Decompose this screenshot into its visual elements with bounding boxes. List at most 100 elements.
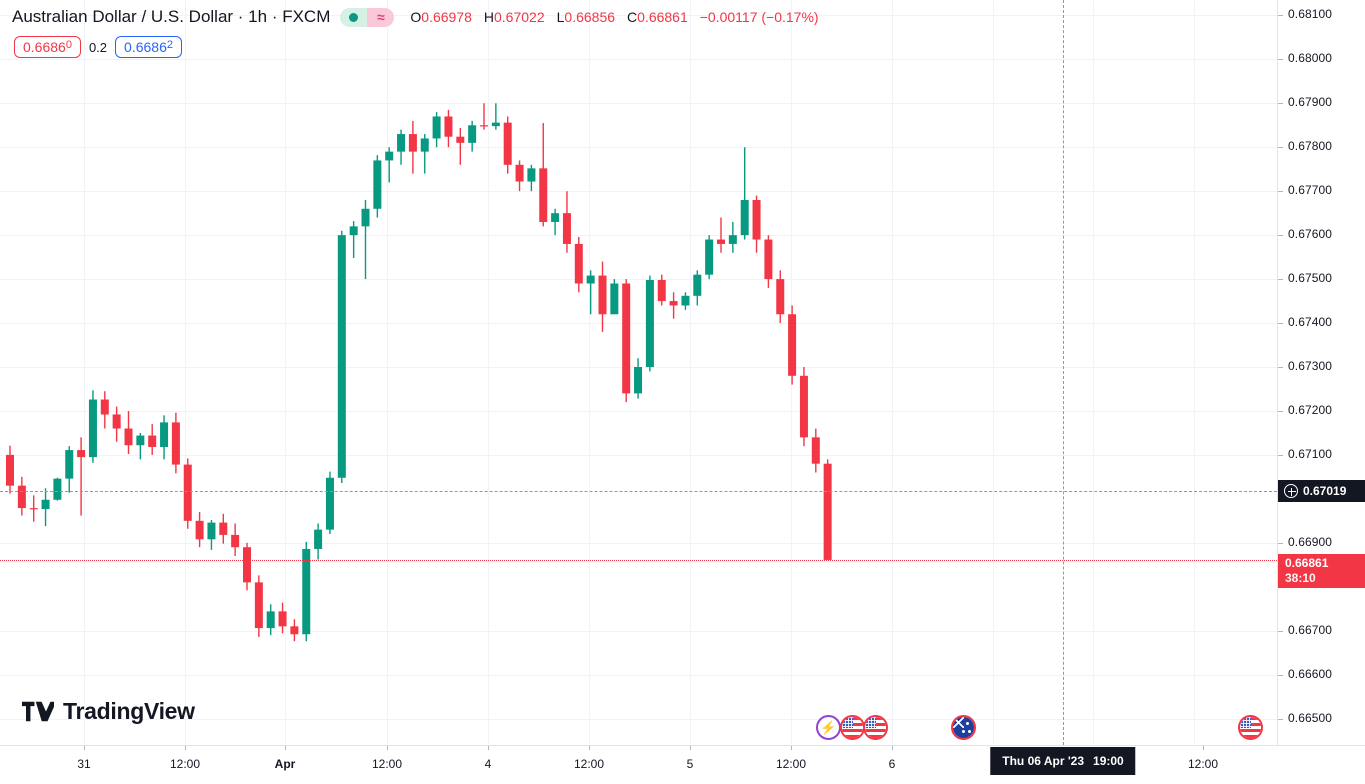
us-flag-icon[interactable]: [863, 715, 888, 740]
bid-price-box[interactable]: 0.66860: [14, 36, 81, 58]
price-tick-mark: [1278, 719, 1283, 720]
candle-body: [349, 226, 358, 236]
ohlc-close: C0.66861: [627, 9, 688, 25]
bid-price-main: 0.6686: [23, 39, 66, 55]
time-tick-label: 6: [888, 757, 896, 771]
price-tick-label: 0.67300: [1288, 359, 1333, 373]
time-tick-label: 5: [686, 757, 694, 771]
candle-body: [740, 199, 749, 236]
gridline-vertical: [1194, 0, 1195, 745]
us-flag-icon[interactable]: [1238, 715, 1263, 740]
candle-body: [183, 464, 192, 521]
price-tick-label: 0.67100: [1288, 446, 1333, 461]
bar-countdown: 38:10: [1285, 570, 1316, 585]
candle-body: [195, 520, 204, 540]
time-tick-mark: [589, 746, 590, 750]
candle-body: [468, 125, 477, 143]
gridline-horizontal: [0, 411, 1277, 412]
candle-body: [586, 275, 595, 284]
ask-price-box[interactable]: 0.66862: [115, 36, 182, 58]
gridline-horizontal: [0, 15, 1277, 16]
gridline-horizontal: [0, 719, 1277, 720]
symbol-title[interactable]: Australian Dollar / U.S. Dollar · 1h · F…: [12, 7, 331, 26]
candle-body: [231, 534, 240, 548]
candle-body: [100, 399, 109, 415]
time-tick-mark: [488, 746, 489, 750]
last-price-label: 0.66861 38:10: [1278, 553, 1365, 588]
lightning-bolt-icon[interactable]: ⚡: [816, 715, 841, 740]
time-tick-mark: [387, 746, 388, 750]
tradingview-logo-icon: [22, 701, 54, 722]
au-flag-icon[interactable]: [951, 715, 976, 740]
candle-body: [420, 138, 429, 152]
candle-body: [539, 168, 548, 222]
price-tick-label: 0.68000: [1288, 51, 1333, 66]
candle-body: [361, 208, 370, 227]
price-tick-mark: [1278, 367, 1283, 368]
symbol-legend-row: Australian Dollar / U.S. Dollar · 1h · F…: [12, 4, 819, 30]
chart-legend: Australian Dollar / U.S. Dollar · 1h · F…: [12, 4, 819, 58]
candle-body: [823, 463, 832, 560]
bid-ask-indicator-row: 0.66860 0.2 0.66862: [14, 36, 819, 58]
candle-body: [705, 239, 714, 275]
time-tick-label: Apr: [274, 757, 296, 771]
price-tick-label: 0.66600: [1288, 666, 1333, 681]
last-price-line: [0, 559, 1277, 561]
price-tick-label: 0.67900: [1288, 95, 1333, 110]
approx-data-icon: ≈: [367, 7, 395, 27]
chart-plot-area[interactable]: [0, 0, 1277, 745]
candle-body: [491, 122, 500, 127]
gridline-horizontal: [0, 191, 1277, 192]
gridline-horizontal: [0, 103, 1277, 104]
candle-body: [243, 547, 251, 583]
candle-body: [397, 134, 406, 152]
price-tick-mark: [1278, 631, 1283, 632]
price-tick-label: 0.68100: [1288, 7, 1333, 22]
ohlc-values: O0.66978 H0.67022 L0.66856 C0.66861 −0.0…: [410, 9, 818, 25]
candle-body: [266, 611, 275, 629]
candle-body: [634, 367, 643, 394]
candle-body: [160, 422, 169, 447]
candle-body: [693, 274, 702, 296]
crosshair-price-label: 0.67019: [1278, 479, 1365, 502]
market-status-pill[interactable]: ≈: [340, 7, 395, 27]
last-price-value: 0.66861: [1285, 555, 1329, 570]
time-tick-label: 31: [77, 757, 91, 771]
price-tick-mark: [1278, 411, 1283, 412]
price-tick-label: 0.67200: [1288, 402, 1333, 417]
gridline-vertical: [690, 0, 691, 745]
gridline-horizontal: [0, 323, 1277, 324]
crosshair-time-label: Thu 06 Apr '23 19:00: [990, 747, 1136, 775]
price-tick-mark: [1278, 103, 1283, 104]
candle-body: [527, 168, 536, 182]
price-scale[interactable]: 0.68100 0.68000 0.67900 0.67800 0.67700 0.676…: [1277, 0, 1365, 769]
price-tick-label: 0.67800: [1288, 139, 1333, 154]
us-flag-icon[interactable]: [840, 715, 865, 740]
candle-body: [574, 243, 583, 284]
price-tick-label: 0.67600: [1288, 227, 1333, 242]
gridline-horizontal: [0, 455, 1277, 456]
crosshair-time-day: Thu 06 Apr '23: [1002, 754, 1085, 768]
time-tick-label: 12:00: [775, 757, 807, 771]
price-tick-mark: [1278, 59, 1283, 60]
add-alert-plus-icon[interactable]: [1284, 483, 1298, 498]
gridline-vertical: [1093, 0, 1094, 745]
candle-body: [254, 582, 263, 629]
candle-body: [219, 522, 228, 535]
candle-body: [29, 508, 38, 510]
candle-body: [53, 478, 62, 500]
candle-body: [551, 213, 560, 222]
price-tick-mark: [1278, 147, 1283, 148]
candle-body: [17, 485, 26, 509]
candle-body: [645, 279, 654, 368]
time-scale[interactable]: 31 12:00 Apr 12:00 4 12:00 5 12:00 6 12:00 Thu 06…: [0, 745, 1365, 784]
price-tick-mark: [1278, 675, 1283, 676]
candle-body: [799, 375, 808, 438]
price-tick-mark: [1278, 191, 1283, 192]
gridline-vertical: [892, 0, 893, 745]
market-open-icon: [340, 7, 368, 27]
gridline-vertical: [185, 0, 186, 745]
crosshair-vertical-line: [1063, 0, 1064, 745]
candle-body: [136, 435, 145, 446]
candle-body: [278, 611, 287, 627]
